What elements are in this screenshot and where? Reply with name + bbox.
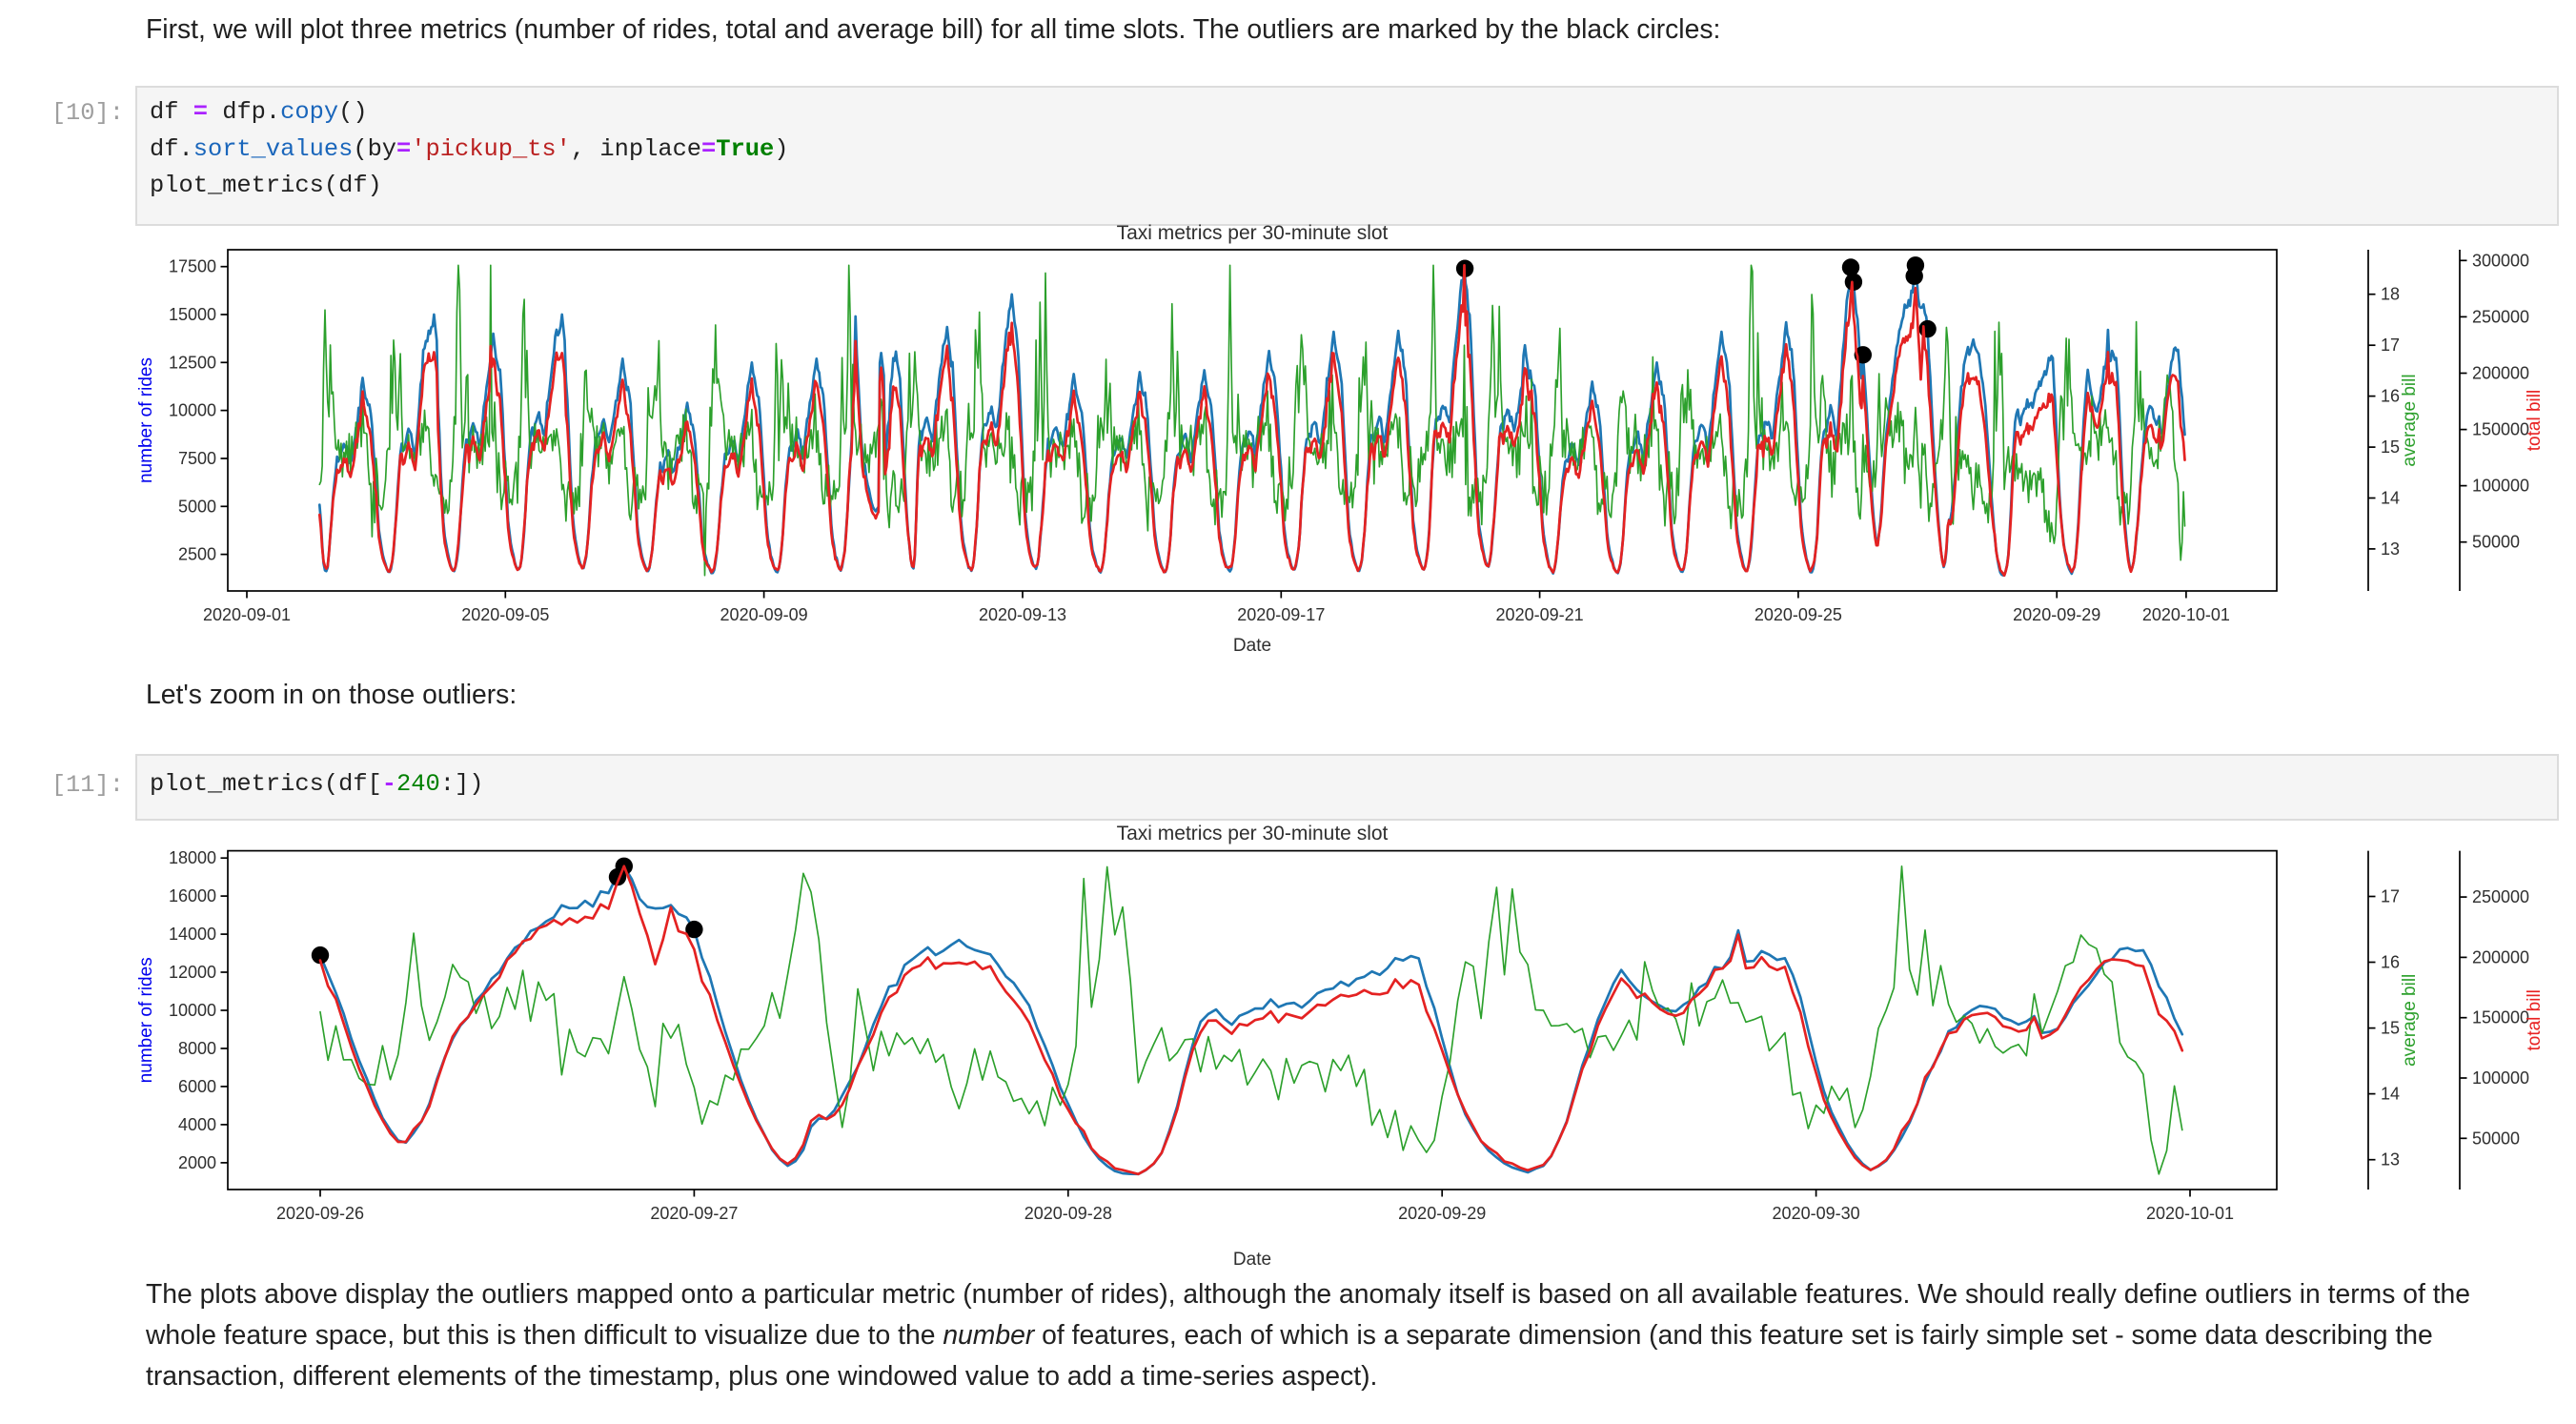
svg-text:2020-09-29: 2020-09-29 bbox=[1398, 1204, 1486, 1223]
svg-text:17: 17 bbox=[2381, 336, 2400, 355]
svg-text:6000: 6000 bbox=[178, 1077, 216, 1096]
svg-text:18: 18 bbox=[2381, 285, 2400, 304]
svg-text:2000: 2000 bbox=[178, 1153, 216, 1172]
svg-text:8000: 8000 bbox=[178, 1039, 216, 1058]
svg-text:15: 15 bbox=[2381, 437, 2400, 457]
svg-text:Taxi metrics per 30-minute slo: Taxi metrics per 30-minute slot bbox=[1117, 823, 1389, 844]
svg-text:2020-09-29: 2020-09-29 bbox=[2013, 605, 2100, 624]
svg-text:250000: 250000 bbox=[2472, 307, 2529, 326]
svg-text:5000: 5000 bbox=[178, 497, 216, 516]
svg-text:16: 16 bbox=[2381, 953, 2400, 972]
svg-text:2020-09-01: 2020-09-01 bbox=[203, 605, 291, 624]
svg-text:Date: Date bbox=[1233, 636, 1271, 656]
svg-text:15000: 15000 bbox=[169, 305, 216, 324]
svg-text:150000: 150000 bbox=[2472, 1008, 2529, 1027]
svg-text:300000: 300000 bbox=[2472, 251, 2529, 270]
svg-text:14000: 14000 bbox=[169, 925, 216, 944]
svg-text:15: 15 bbox=[2381, 1019, 2400, 1038]
svg-text:13: 13 bbox=[2381, 539, 2400, 559]
svg-text:250000: 250000 bbox=[2472, 887, 2529, 906]
svg-text:total bill: total bill bbox=[2525, 989, 2545, 1050]
svg-text:16: 16 bbox=[2381, 387, 2400, 406]
svg-text:4000: 4000 bbox=[178, 1115, 216, 1134]
svg-text:100000: 100000 bbox=[2472, 477, 2529, 496]
svg-text:2020-09-25: 2020-09-25 bbox=[1755, 605, 1842, 624]
svg-text:2020-09-27: 2020-09-27 bbox=[650, 1204, 738, 1223]
svg-text:7500: 7500 bbox=[178, 449, 216, 468]
svg-text:Date: Date bbox=[1233, 1250, 1271, 1270]
svg-text:150000: 150000 bbox=[2472, 420, 2529, 439]
svg-text:2020-09-21: 2020-09-21 bbox=[1496, 605, 1584, 624]
svg-text:2020-09-13: 2020-09-13 bbox=[979, 605, 1066, 624]
svg-text:2020-09-30: 2020-09-30 bbox=[1773, 1204, 1860, 1223]
svg-text:average bill: average bill bbox=[2400, 374, 2420, 466]
svg-text:100000: 100000 bbox=[2472, 1068, 2529, 1088]
svg-text:50000: 50000 bbox=[2472, 533, 2520, 552]
svg-text:2020-09-09: 2020-09-09 bbox=[720, 605, 808, 624]
svg-text:12500: 12500 bbox=[169, 353, 216, 372]
svg-text:50000: 50000 bbox=[2472, 1129, 2520, 1148]
svg-text:200000: 200000 bbox=[2472, 364, 2529, 383]
svg-text:14: 14 bbox=[2381, 489, 2400, 508]
svg-text:18000: 18000 bbox=[169, 848, 216, 867]
svg-text:10000: 10000 bbox=[169, 401, 216, 420]
svg-text:12000: 12000 bbox=[169, 963, 216, 982]
svg-text:200000: 200000 bbox=[2472, 947, 2529, 966]
svg-text:2500: 2500 bbox=[178, 545, 216, 564]
svg-text:total bill: total bill bbox=[2525, 390, 2545, 451]
svg-text:2020-09-26: 2020-09-26 bbox=[276, 1204, 364, 1223]
svg-text:14: 14 bbox=[2381, 1085, 2400, 1104]
svg-text:2020-10-01: 2020-10-01 bbox=[2142, 605, 2230, 624]
svg-text:2020-09-05: 2020-09-05 bbox=[461, 605, 549, 624]
svg-text:2020-09-28: 2020-09-28 bbox=[1024, 1204, 1112, 1223]
svg-text:10000: 10000 bbox=[169, 1001, 216, 1020]
svg-text:Taxi metrics per 30-minute slo: Taxi metrics per 30-minute slot bbox=[1117, 222, 1389, 244]
svg-text:number of rides: number of rides bbox=[136, 957, 156, 1083]
svg-text:13: 13 bbox=[2381, 1150, 2400, 1170]
svg-text:average bill: average bill bbox=[2400, 974, 2420, 1067]
svg-text:16000: 16000 bbox=[169, 886, 216, 905]
svg-text:2020-09-17: 2020-09-17 bbox=[1237, 605, 1325, 624]
svg-text:17500: 17500 bbox=[169, 257, 216, 276]
svg-text:2020-10-01: 2020-10-01 bbox=[2146, 1204, 2234, 1223]
svg-text:number of rides: number of rides bbox=[136, 357, 156, 483]
svg-text:17: 17 bbox=[2381, 887, 2400, 906]
